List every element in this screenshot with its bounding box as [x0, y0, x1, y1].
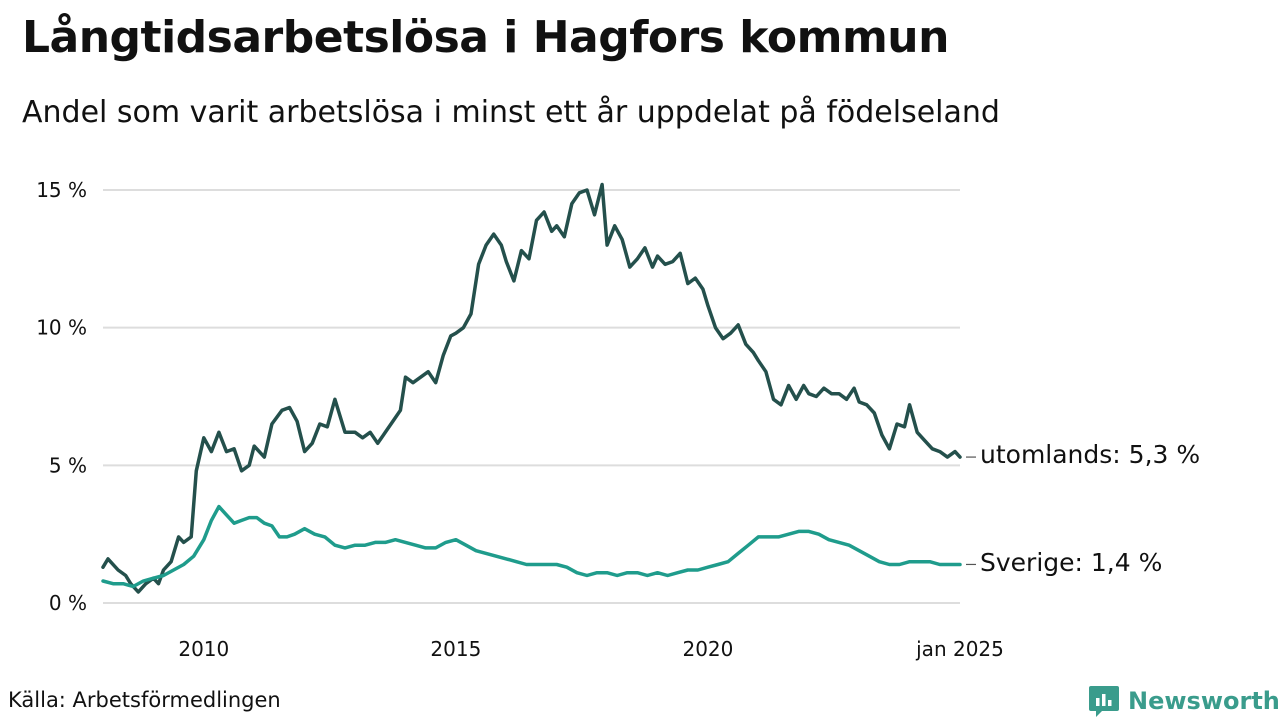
y-tick-label: 15 % [36, 178, 87, 202]
y-tick-label: 5 % [49, 453, 87, 477]
x-axis-ticks: 2010 2015 2020 jan 2025 [178, 637, 1004, 661]
x-tick-label: 2010 [178, 637, 229, 661]
brand-name: Newsworthy [1128, 687, 1280, 715]
line-chart: 0 % 5 % 10 % 15 % 2010 2015 2020 jan 2025 utom… [36, 178, 1200, 661]
grid-lines [103, 189, 960, 604]
x-tick-label: 2020 [682, 637, 733, 661]
newsworthy-logo[interactable]: Newsworthy [1088, 684, 1280, 718]
x-tick-label: 2015 [430, 637, 481, 661]
end-label-sverige: Sverige: 1,4 % [980, 548, 1162, 577]
series-line-utomlands [101, 182, 962, 594]
newsworthy-icon [1089, 686, 1119, 717]
end-label-utomlands: utomlands: 5,3 % [980, 440, 1200, 469]
y-tick-label: 10 % [36, 316, 87, 340]
source-note: Källa: Arbetsförmedlingen [8, 688, 281, 712]
chart-title: Långtidsarbetslösa i Hagfors kommun [22, 12, 949, 63]
series-line-sverige [101, 504, 962, 589]
y-tick-label: 0 % [49, 591, 87, 615]
x-tick-label: jan 2025 [915, 637, 1004, 661]
end-labels: utomlands: 5,3 % Sverige: 1,4 % [966, 440, 1200, 577]
y-axis-ticks: 0 % 5 % 10 % 15 % [36, 178, 87, 615]
series-lines [101, 182, 962, 594]
chart-subtitle: Andel som varit arbetslösa i minst ett å… [22, 95, 1000, 130]
